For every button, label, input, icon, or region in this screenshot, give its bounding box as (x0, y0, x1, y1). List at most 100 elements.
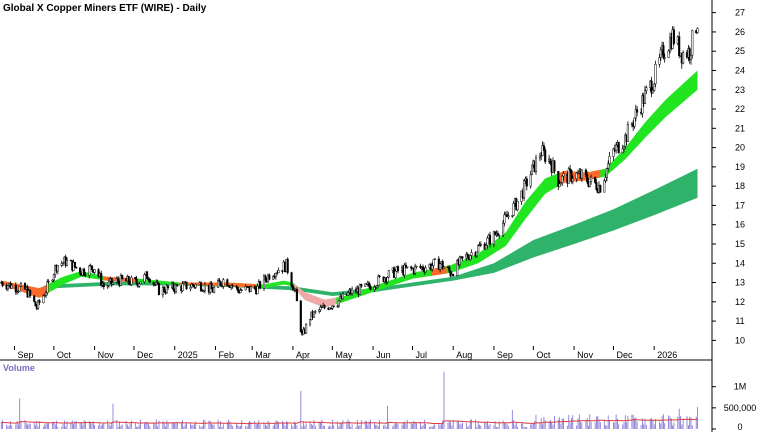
price-bar-body (100, 273, 103, 286)
price-bar-body (172, 282, 175, 291)
price-bar-body (189, 287, 192, 290)
price-bar-body (336, 305, 339, 308)
price-bar-body (449, 270, 452, 277)
price-bar-body (479, 243, 482, 246)
price-bar-body (607, 163, 610, 169)
price-bar-body (576, 172, 580, 174)
price-bar-body (469, 255, 472, 260)
price-bar-body (134, 277, 137, 279)
time-tick-label: Jun (376, 350, 391, 360)
price-bar-body (466, 254, 469, 258)
volume-tick-label: 1M (734, 382, 747, 392)
price-bar-body (643, 90, 647, 104)
price-bar-body (235, 285, 238, 288)
price-bar-body (163, 286, 166, 293)
price-bar-body (507, 215, 510, 218)
price-bar-body (605, 168, 608, 178)
time-tick-label: 2025 (178, 350, 198, 360)
price-bar-body (37, 300, 40, 309)
price-bar-body (192, 283, 195, 286)
price-tick-label: 24 (735, 65, 745, 75)
price-bar-body (617, 142, 620, 154)
price-tick-label: 25 (735, 46, 745, 56)
price-bar-body (523, 180, 526, 199)
price-bar-body (530, 164, 534, 176)
price-bar-body (332, 305, 335, 308)
price-bar-body (511, 215, 514, 217)
price-bar-body (43, 295, 46, 297)
price-bar-body (146, 271, 149, 280)
price-bar-body (1, 282, 4, 287)
price-bar-body (111, 282, 115, 285)
price-bar-body (62, 262, 65, 264)
price-bar-body (570, 170, 573, 182)
price-bar-body (475, 251, 478, 257)
price-bar-body (244, 286, 247, 291)
price-bar-body (595, 182, 598, 190)
price-bar-body (127, 276, 130, 284)
price-bar-body (308, 319, 312, 325)
price-bar-body (93, 269, 96, 273)
price-bar-body (488, 234, 492, 245)
price-bar-body (634, 109, 637, 119)
price-bar-body (10, 284, 13, 289)
price-bar-body (567, 168, 570, 184)
price-bar-body (516, 201, 519, 211)
price-bar-body (341, 293, 344, 300)
price-bar-body (386, 277, 389, 283)
price-bar-body (588, 181, 591, 187)
price-bar-body (404, 264, 407, 269)
price-bar-body (651, 89, 654, 94)
price-bar-body (621, 148, 624, 154)
price-bar-body (182, 282, 185, 284)
price-bar-body (107, 280, 111, 287)
price-bar-body (213, 287, 216, 293)
price-bar-body (318, 309, 321, 312)
price-bar-body (633, 117, 636, 127)
price-bar-body (272, 276, 275, 280)
price-bar-body (38, 300, 41, 303)
price-bar-body (14, 284, 17, 293)
price-bar-body (97, 269, 100, 277)
price-bar-body (477, 245, 480, 253)
price-bar-body (84, 274, 87, 276)
price-bar-body (102, 283, 105, 288)
time-tick-label: Jul (415, 350, 427, 360)
price-bar-body (439, 263, 442, 270)
price-bar-body (253, 286, 256, 289)
price-bar-body (51, 279, 54, 282)
price-bar-body (268, 274, 271, 280)
price-bar-body (502, 222, 505, 236)
price-bar-body (60, 263, 63, 266)
price-bar-body (431, 265, 434, 270)
price-bar-body (305, 323, 308, 334)
price-axis: 10 11 12 13 14 15 16 17 18 19 20 21 22 23 24 25 26 27 (711, 0, 745, 360)
price-bar-body (394, 270, 397, 279)
price-bar-body (347, 292, 350, 296)
price-bar-body (259, 281, 262, 289)
price-bar-body (424, 267, 427, 273)
price-bar-body (73, 261, 76, 268)
price-bar-body (603, 180, 606, 193)
price-bar-body (608, 156, 611, 165)
price-bar-body (202, 290, 205, 292)
price-bar-body (222, 279, 225, 287)
price-bar-body (696, 28, 699, 33)
time-tick-label: Dec (137, 350, 154, 360)
price-bar-body (512, 203, 515, 216)
price-tick-label: 21 (735, 123, 745, 133)
price-bar-body (636, 109, 639, 113)
price-bar-body (448, 267, 451, 272)
price-bar-body (264, 275, 267, 281)
price-bar-body (414, 265, 417, 274)
time-tick-label: Nov (577, 350, 594, 360)
price-bar-body (538, 156, 541, 159)
price-tick-label: 15 (735, 239, 745, 249)
moving-average-bands (1, 70, 698, 308)
price-bar-body (156, 281, 159, 284)
price-bar-body (364, 283, 367, 287)
price-bar-body (218, 279, 221, 283)
price-tick-label: 10 (735, 335, 745, 345)
price-bar-body (575, 172, 578, 180)
price-bar-body (83, 268, 86, 276)
